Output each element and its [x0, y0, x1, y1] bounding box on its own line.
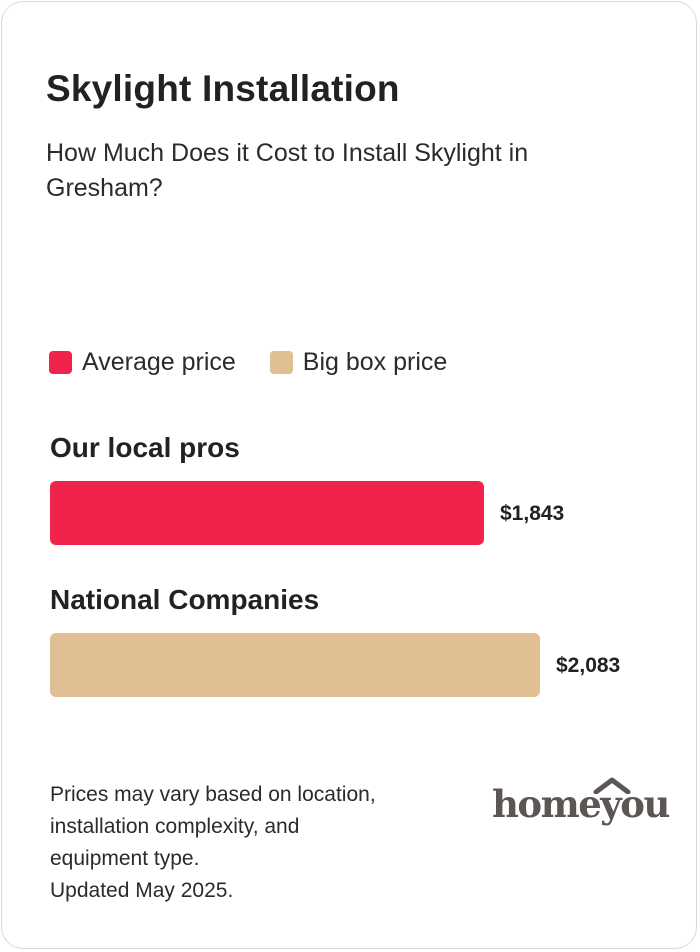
bar-local-pros — [50, 481, 484, 545]
legend-item-bigbox: Big box price — [269, 348, 448, 377]
footnote-line: installation complexity, and — [50, 815, 300, 838]
bar-value-local-pros: $1,843 — [500, 502, 565, 525]
footnote-line: equipment type. — [50, 847, 200, 870]
category-label-local-pros: Our local pros — [50, 432, 240, 463]
legend-label-average: Average price — [82, 348, 236, 376]
card-subtitle: How Much Does it Cost to Install Skyligh… — [46, 139, 529, 202]
roof-icon — [593, 777, 631, 794]
homeyou-logo: homeyou — [492, 774, 670, 830]
category-label-national-companies: National Companies — [50, 584, 320, 615]
card-title: Skylight Installation — [46, 68, 400, 109]
footnote-line: Updated May 2025. — [50, 879, 234, 902]
legend-item-average: Average price — [49, 348, 236, 377]
bar-value-national-companies: $2,083 — [556, 654, 621, 677]
bar-national-companies — [50, 633, 540, 697]
legend-label-bigbox: Big box price — [302, 348, 448, 376]
logo-text: homeyou — [492, 782, 670, 826]
legend-swatch-average — [49, 351, 72, 374]
chart-legend: Average price Big box price — [49, 348, 481, 377]
legend-swatch-bigbox — [269, 351, 293, 374]
footnote: Prices may vary based on location, insta… — [50, 779, 376, 907]
footnote-line: Prices may vary based on location, — [50, 783, 376, 806]
